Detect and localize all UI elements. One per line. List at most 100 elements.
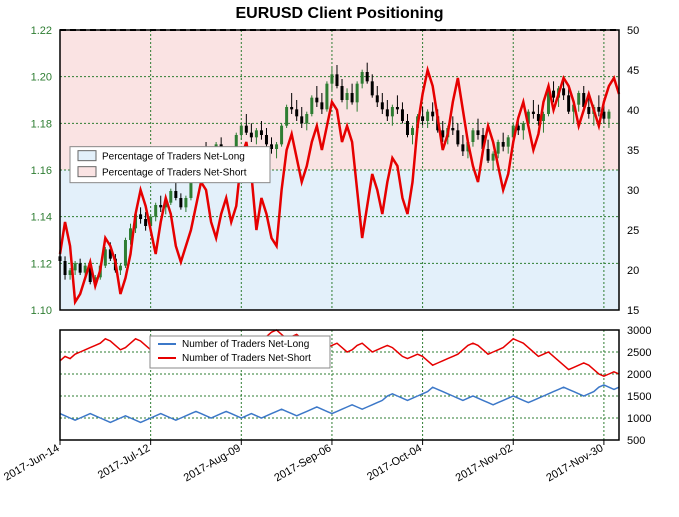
candle-body	[159, 205, 162, 207]
candle-body	[502, 142, 505, 147]
candle-body	[461, 144, 464, 151]
x-tick-label: 2017-Jul-12	[96, 442, 152, 481]
top-legend: Percentage of Traders Net-Long Percentage…	[70, 147, 270, 183]
candle-body	[401, 109, 404, 121]
candle-body	[260, 130, 263, 135]
candle-body	[607, 112, 610, 119]
candle-body	[285, 107, 288, 126]
candle-body	[74, 263, 77, 270]
candle-body	[124, 240, 127, 266]
candle-body	[144, 219, 147, 226]
candle-body	[265, 135, 268, 144]
candle-body	[290, 107, 293, 109]
candle-body	[154, 205, 157, 217]
bottom-legend: Number of Traders Net-LongNumber of Trad…	[150, 336, 330, 368]
candle-body	[341, 86, 344, 100]
x-tick-label: 2017-Jun-14	[2, 442, 62, 483]
candle-body	[451, 128, 454, 130]
candle-body	[240, 126, 243, 135]
legend-label-bot: Number of Traders Net-Long	[182, 339, 309, 350]
y3-tick-label: 3000	[627, 325, 651, 337]
x-tick-label: 2017-Oct-04	[365, 442, 424, 483]
y2-tick-label: 20	[627, 265, 639, 277]
candle-body	[64, 261, 67, 275]
y1-tick-label: 1.10	[31, 305, 52, 317]
candle-body	[431, 112, 434, 117]
candle-body	[471, 130, 474, 142]
candle-body	[497, 142, 500, 154]
candle-body	[577, 93, 580, 105]
candle-body	[119, 266, 122, 271]
candle-body	[245, 126, 248, 133]
candle-body	[587, 107, 590, 114]
x-tick-label: 2017-Aug-09	[182, 442, 243, 484]
candle-body	[169, 191, 172, 203]
candle-body	[346, 93, 349, 100]
legend-swatch	[78, 151, 96, 161]
bottom-bg	[60, 330, 619, 440]
y2-tick-label: 50	[627, 25, 639, 37]
chart-container: 1.101.121.141.161.181.201.22152025303540…	[0, 0, 679, 517]
candle-body	[366, 72, 369, 81]
y2-tick-label: 45	[627, 65, 639, 77]
candle-body	[386, 109, 389, 116]
candle-body	[411, 128, 414, 135]
y1-tick-label: 1.12	[31, 258, 52, 270]
legend-label: Percentage of Traders Net-Long	[102, 152, 245, 163]
candle-body	[361, 72, 364, 84]
candle-body	[250, 133, 253, 138]
y3-tick-label: 1000	[627, 413, 651, 425]
y3-tick-label: 500	[627, 435, 645, 447]
candle-body	[552, 91, 555, 98]
y2-tick-label: 15	[627, 305, 639, 317]
legend-swatch	[78, 167, 96, 177]
candle-body	[421, 116, 424, 121]
candle-body	[320, 102, 323, 109]
candle-body	[179, 198, 182, 207]
candle-body	[79, 263, 82, 272]
x-tick-label: 2017-Nov-30	[544, 442, 605, 484]
candle-body	[376, 95, 379, 102]
y3-tick-label: 2000	[627, 369, 651, 381]
candle-body	[184, 198, 187, 207]
candle-body	[315, 98, 318, 103]
candle-body	[139, 214, 142, 219]
candle-body	[456, 130, 459, 144]
candle-body	[280, 126, 283, 145]
y1-tick-label: 1.14	[31, 212, 52, 224]
x-tick-label: 2017-Sep-06	[272, 442, 333, 484]
y1-tick-label: 1.22	[31, 25, 52, 37]
candle-body	[396, 107, 399, 109]
candle-body	[426, 112, 429, 121]
y1-tick-label: 1.20	[31, 72, 52, 84]
candle-body	[522, 123, 525, 130]
candle-body	[351, 93, 354, 102]
y2-tick-label: 35	[627, 145, 639, 157]
candle-body	[330, 74, 333, 83]
candle-body	[406, 121, 409, 135]
candle-body	[507, 137, 510, 146]
y3-tick-label: 1500	[627, 391, 651, 403]
y1-tick-label: 1.16	[31, 165, 52, 177]
y2-tick-label: 25	[627, 225, 639, 237]
candle-body	[305, 114, 308, 123]
candle-body	[300, 116, 303, 123]
candle-body	[476, 130, 479, 135]
candle-body	[356, 84, 359, 103]
candle-body	[174, 191, 177, 198]
candle-body	[325, 84, 328, 110]
candle-body	[255, 130, 258, 137]
candle-body	[295, 109, 298, 116]
candle-body	[381, 102, 384, 109]
y2-tick-label: 30	[627, 185, 639, 197]
candle-body	[310, 98, 313, 114]
legend-label: Percentage of Traders Net-Short	[102, 168, 247, 179]
candle-body	[391, 107, 394, 116]
candle-body	[562, 88, 565, 95]
chart-title: EURUSD Client Positioning	[236, 5, 444, 22]
y3-tick-label: 2500	[627, 347, 651, 359]
candle-body	[335, 74, 338, 86]
candle-body	[275, 144, 278, 149]
candle-body	[567, 95, 570, 111]
x-tick-label: 2017-Nov-02	[454, 442, 515, 484]
